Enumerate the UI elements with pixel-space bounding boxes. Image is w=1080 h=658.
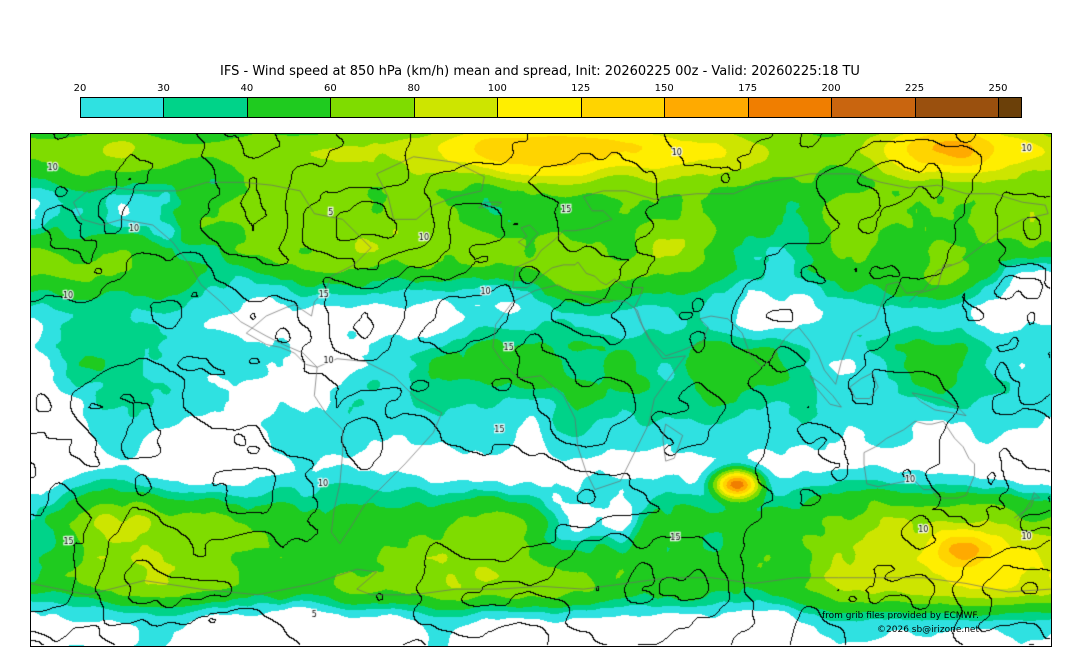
colorbar-segment [247,98,332,117]
colorbar-tick-label: 100 [487,83,507,94]
colorbar-tick-label: 40 [240,83,254,94]
colorbar-tick-labels: 20 30 40 60 80 100 125 150 175 200 225 250 [74,83,1022,95]
colorbar-segment [414,98,499,117]
colorbar-segment [331,98,415,117]
colorbar-tick-label: 150 [654,83,674,94]
colorbar-tick-label: 200 [821,83,841,94]
colorbar: 20 30 40 60 80 100 125 150 175 200 225 250 [74,83,1022,118]
colorbar-segment [915,98,999,117]
world-wind-speed-map [31,134,1051,646]
colorbar-tick-label: 60 [323,83,337,94]
colorbar-tick-label: 225 [904,83,925,94]
colorbar-tick-label: 30 [157,83,170,94]
colorbar-segment [998,98,1021,117]
colorbar-tick-label: 175 [738,83,758,94]
colorbar-tick-label: 125 [571,83,591,94]
colorbar-segment [581,98,666,117]
colorbar-segment [81,98,165,117]
colorbar-segment [832,98,916,117]
chart-title: IFS - Wind speed at 850 hPa (km/h) mean … [220,64,860,79]
colorbar-tick-label: 20 [73,83,87,94]
colorbar-segment [665,98,749,117]
map-frame: from grib files provided by ECMWF. ©2026… [30,133,1052,647]
colorbar-tick-label: 80 [407,83,421,94]
colorbar-scale [80,97,1022,118]
colorbar-segment [748,98,833,117]
colorbar-segment [164,98,248,117]
colorbar-tick-label: 250 [988,83,1008,94]
colorbar-segment [498,98,582,117]
